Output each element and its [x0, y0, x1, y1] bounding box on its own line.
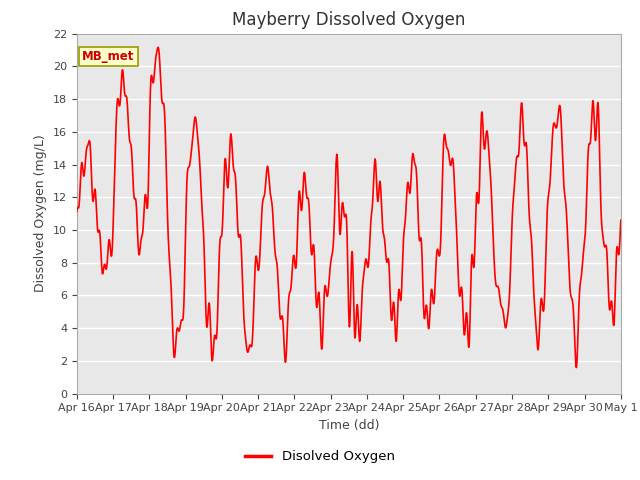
Legend: Disolved Oxygen: Disolved Oxygen [240, 445, 400, 468]
Y-axis label: Dissolved Oxygen (mg/L): Dissolved Oxygen (mg/L) [35, 135, 47, 292]
Text: MB_met: MB_met [82, 50, 134, 63]
Title: Mayberry Dissolved Oxygen: Mayberry Dissolved Oxygen [232, 11, 465, 29]
X-axis label: Time (dd): Time (dd) [319, 419, 379, 432]
